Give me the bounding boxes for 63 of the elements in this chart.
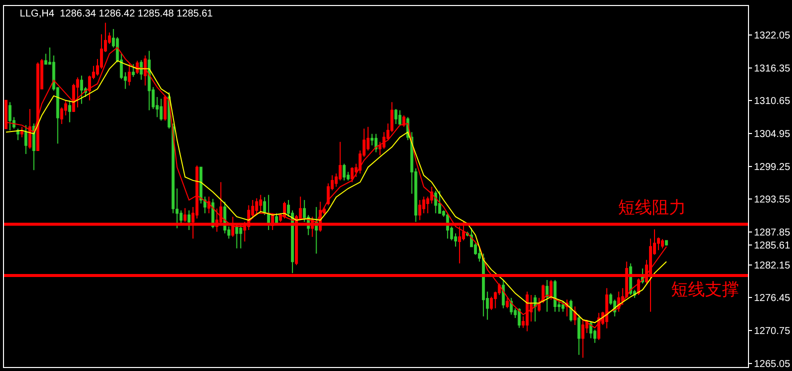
candlestick [554,280,557,312]
candlestick [36,62,40,152]
candlestick [207,196,210,214]
y-tick-label: 1287.85 [754,227,791,238]
candlestick [235,224,238,249]
candlestick [199,166,202,204]
candlestick [8,102,12,131]
candlestick [24,124,28,154]
candlestick [203,196,206,214]
candlestick [510,297,513,316]
candlestick [350,166,354,183]
candlestick [434,190,438,214]
candlestick [267,194,270,230]
y-tick-label: 1276.45 [754,293,791,304]
y-tick-label: 1299.25 [754,162,791,173]
candlestick [148,50,151,111]
candlestick [438,190,442,214]
candlestick [239,223,242,249]
y-tick-label: 1322.05 [754,30,791,42]
candlestick [128,64,131,86]
y-tick-label: 1316.35 [754,63,791,74]
candlestick [550,280,553,300]
candlestick [538,297,541,312]
candlestick [68,100,72,123]
candlestick [660,238,664,249]
candlestick [374,133,378,153]
ref-line-label: 短线支撑 [671,280,739,300]
candlestick [534,294,537,322]
candlestick [28,108,32,150]
candlestick [573,306,576,326]
candlestick [546,280,549,312]
y-tick-label: 1304.95 [754,129,791,140]
candlestick [589,321,592,339]
candlestick [394,108,398,125]
candlestick [263,196,266,216]
candlestick [80,75,84,104]
candlestick [398,110,402,126]
candlestick [418,200,422,221]
candlestick [577,314,580,356]
candlestick [506,297,509,309]
candlestick [402,114,406,128]
chart-title: LLG,H4 1286.34 1286.42 1285.48 1285.61 [20,8,214,20]
candlestick [342,163,346,181]
candlestick [255,198,258,214]
y-tick-label: 1270.75 [754,326,791,337]
candlestick [164,94,167,122]
y-tick-label: 1282.15 [754,260,791,272]
candlestick [502,280,505,309]
candlestick [188,210,190,230]
candlestick [617,291,620,312]
candlestick [20,126,24,138]
y-tick-label: 1293.55 [754,194,791,206]
candlestick [76,76,80,108]
candlestick [259,194,262,214]
candlestick [664,240,668,246]
candlestick [562,300,564,312]
y-tick-label: 1265.05 [754,358,791,370]
y-tick-label: 1310.65 [754,96,791,108]
candlestick [569,299,572,322]
y-tick-label: 1285.61 [754,240,791,252]
candlestick [132,64,135,78]
candlestick [160,98,163,122]
ref-line-label: 短线阻力 [618,198,686,218]
